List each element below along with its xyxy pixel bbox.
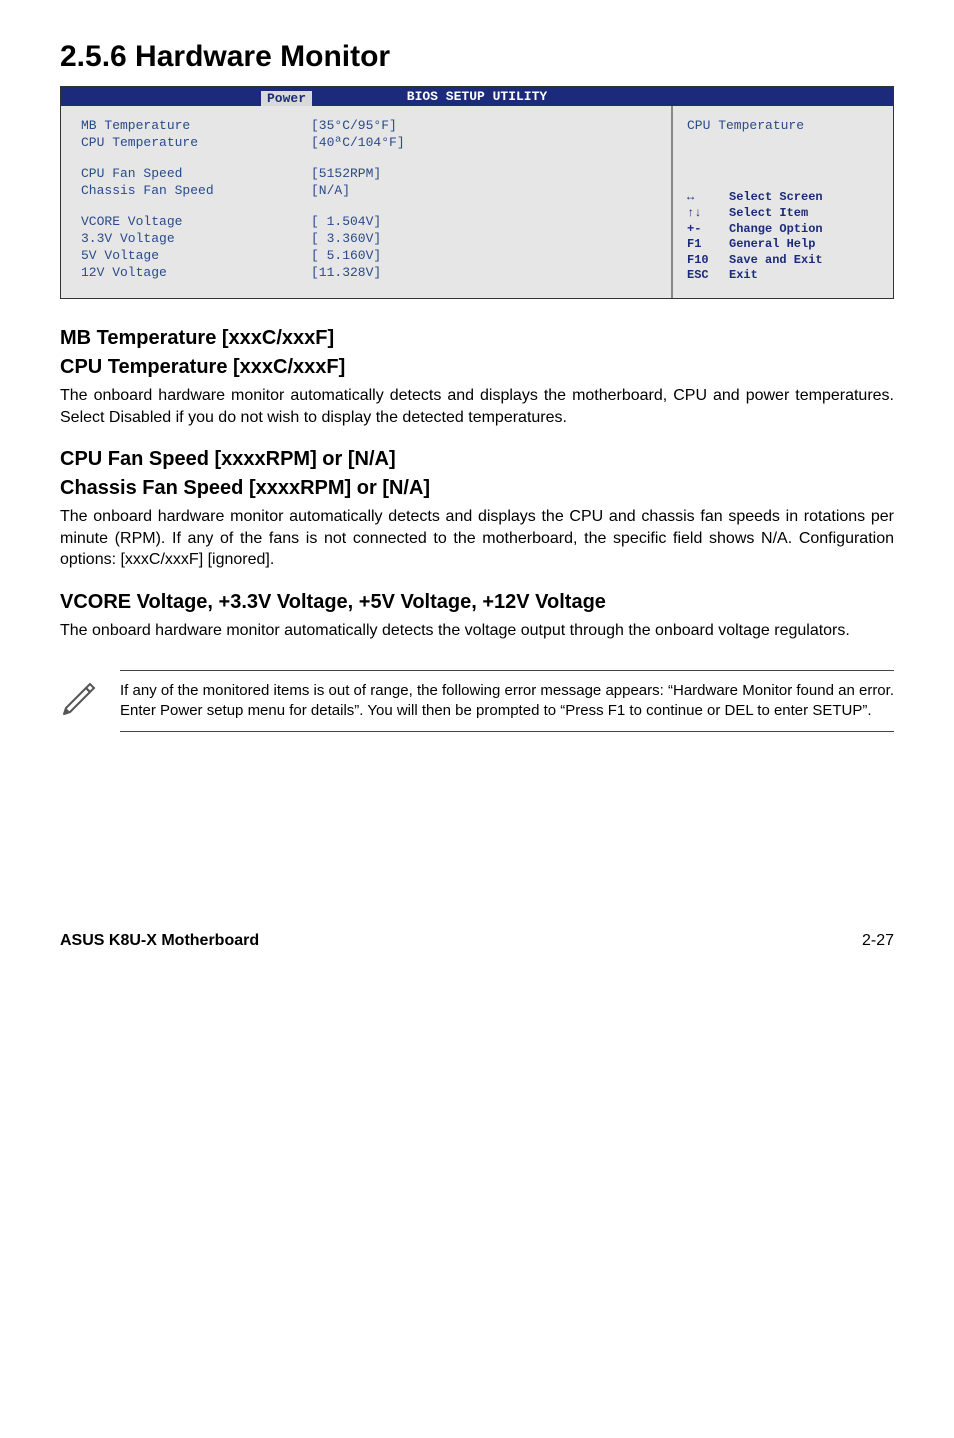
bios-legend-text: General Help bbox=[729, 237, 815, 253]
bios-row-value: [ 3.360V] bbox=[311, 231, 381, 246]
subhead-mb-temp: MB Temperature [xxxC/xxxF] bbox=[60, 327, 894, 350]
bios-right-panel: CPU Temperature ↔Select Screen ↑↓Select … bbox=[673, 106, 893, 298]
bios-row-value: [35°C/95°F] bbox=[311, 118, 397, 133]
bios-legend-key: ↔ bbox=[687, 190, 729, 206]
bios-legend-text: Exit bbox=[729, 268, 758, 284]
bios-row-label: VCORE Voltage bbox=[81, 214, 311, 229]
bios-row-value: [40ªC/104°F] bbox=[311, 135, 405, 150]
bios-row: CPU Fan Speed[5152RPM] bbox=[81, 166, 651, 181]
bios-row-label: MB Temperature bbox=[81, 118, 311, 133]
subhead-cpu-fan: CPU Fan Speed [xxxxRPM] or [N/A] bbox=[60, 448, 894, 471]
bios-row: VCORE Voltage[ 1.504V] bbox=[81, 214, 651, 229]
bios-screenshot: BIOS SETUP UTILITY Power MB Temperature[… bbox=[60, 86, 894, 299]
bios-row-label: Chassis Fan Speed bbox=[81, 183, 311, 198]
bios-row-label: CPU Fan Speed bbox=[81, 166, 311, 181]
bios-legend-key: F1 bbox=[687, 237, 729, 253]
bios-row-value: [ 5.160V] bbox=[311, 248, 381, 263]
bios-row-value: [5152RPM] bbox=[311, 166, 381, 181]
bios-row-value: [ 1.504V] bbox=[311, 214, 381, 229]
subhead-cpu-temp: CPU Temperature [xxxC/xxxF] bbox=[60, 356, 894, 379]
bios-legend-text: Select Item bbox=[729, 206, 808, 222]
bios-legend-key: +- bbox=[687, 222, 729, 238]
bios-left-panel: MB Temperature[35°C/95°F] CPU Temperatur… bbox=[61, 106, 673, 298]
bios-legend: ↔Select Screen ↑↓Select Item +-Change Op… bbox=[687, 190, 879, 284]
bios-row-label: 12V Voltage bbox=[81, 265, 311, 280]
bios-help-text: CPU Temperature bbox=[687, 118, 879, 133]
bios-legend-text: Save and Exit bbox=[729, 253, 823, 269]
bios-header-title: BIOS SETUP UTILITY bbox=[407, 89, 547, 104]
bios-legend-text: Change Option bbox=[729, 222, 823, 238]
bios-row-label: 5V Voltage bbox=[81, 248, 311, 263]
subhead-chassis-fan: Chassis Fan Speed [xxxxRPM] or [N/A] bbox=[60, 477, 894, 500]
subhead-voltage: VCORE Voltage, +3.3V Voltage, +5V Voltag… bbox=[60, 591, 894, 614]
paragraph-fan: The onboard hardware monitor automatical… bbox=[60, 506, 894, 571]
bios-legend-key: ESC bbox=[687, 268, 729, 284]
bios-legend-row: ↔Select Screen bbox=[687, 190, 879, 206]
bios-legend-text: Select Screen bbox=[729, 190, 823, 206]
bios-row: MB Temperature[35°C/95°F] bbox=[81, 118, 651, 133]
note-block: If any of the monitored items is out of … bbox=[60, 670, 894, 733]
bios-legend-key: F10 bbox=[687, 253, 729, 269]
bios-row: Chassis Fan Speed[N/A] bbox=[81, 183, 651, 198]
paragraph-voltage: The onboard hardware monitor automatical… bbox=[60, 620, 894, 642]
footer-page-number: 2-27 bbox=[862, 932, 894, 950]
bios-legend-row: F1General Help bbox=[687, 237, 879, 253]
section-title: 2.5.6 Hardware Monitor bbox=[60, 40, 894, 74]
bios-row-value: [11.328V] bbox=[311, 265, 381, 280]
bios-row: 12V Voltage[11.328V] bbox=[81, 265, 651, 280]
bios-row: 3.3V Voltage[ 3.360V] bbox=[81, 231, 651, 246]
bios-row: 5V Voltage[ 5.160V] bbox=[81, 248, 651, 263]
bios-legend-row: F10Save and Exit bbox=[687, 253, 879, 269]
footer-product: ASUS K8U-X Motherboard bbox=[60, 932, 259, 950]
bios-header: BIOS SETUP UTILITY Power bbox=[61, 87, 893, 106]
bios-row: CPU Temperature[40ªC/104°F] bbox=[81, 135, 651, 150]
pencil-icon bbox=[60, 670, 102, 721]
bios-legend-key: ↑↓ bbox=[687, 206, 729, 222]
bios-tab-power: Power bbox=[261, 91, 312, 106]
bios-row-label: 3.3V Voltage bbox=[81, 231, 311, 246]
bios-legend-row: ESCExit bbox=[687, 268, 879, 284]
note-text: If any of the monitored items is out of … bbox=[120, 670, 894, 733]
bios-legend-row: +-Change Option bbox=[687, 222, 879, 238]
bios-row-label: CPU Temperature bbox=[81, 135, 311, 150]
bios-legend-row: ↑↓Select Item bbox=[687, 206, 879, 222]
page-footer: ASUS K8U-X Motherboard 2-27 bbox=[60, 932, 894, 950]
bios-row-value: [N/A] bbox=[311, 183, 350, 198]
paragraph-temp: The onboard hardware monitor automatical… bbox=[60, 385, 894, 428]
